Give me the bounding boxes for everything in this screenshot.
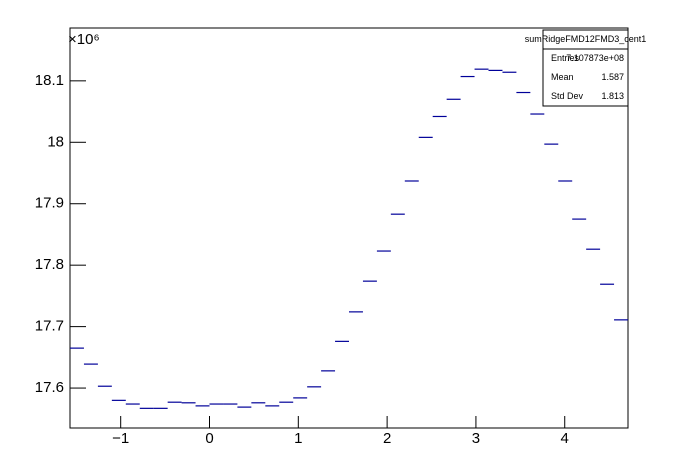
stats-label: Mean xyxy=(551,72,574,82)
stats-value: 1.587 xyxy=(601,72,624,82)
stats-value: 1.813 xyxy=(601,91,624,101)
axis-multiplier: ×10⁶ xyxy=(68,31,100,48)
x-tick-label: 1 xyxy=(294,430,302,447)
stats-label: Std Dev xyxy=(551,91,584,101)
x-tick-label: 2 xyxy=(383,430,391,447)
y-tick-label: 18.1 xyxy=(35,72,64,89)
y-tick-label: 17.7 xyxy=(35,318,64,335)
y-tick-label: 17.6 xyxy=(35,379,64,396)
stats-title: sumRidgeFMD12FMD3_cent1 xyxy=(525,34,647,44)
stats-value: 7.107873e+08 xyxy=(566,53,624,63)
x-tick-label: 0 xyxy=(205,430,213,447)
y-tick-label: 17.8 xyxy=(35,256,64,273)
stats-label: Entries xyxy=(551,53,580,63)
x-tick-label: 4 xyxy=(561,430,569,447)
y-tick-label: 17.9 xyxy=(35,195,64,212)
y-tick-label: 18 xyxy=(47,133,64,150)
x-tick-label: 3 xyxy=(472,430,480,447)
stats-box xyxy=(542,29,629,107)
x-tick-label: −1 xyxy=(112,430,129,447)
frame xyxy=(69,27,629,429)
